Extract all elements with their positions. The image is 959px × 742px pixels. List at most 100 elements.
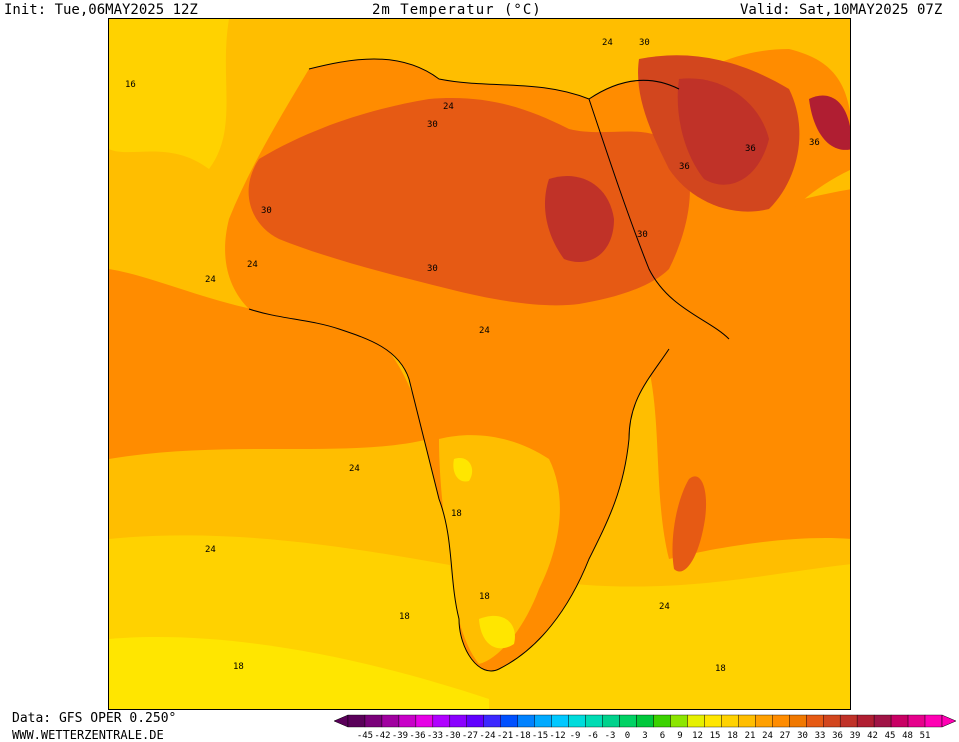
contour-label: 30 (637, 230, 648, 240)
color-scale-swatch (364, 714, 383, 728)
color-scale-swatch (585, 714, 603, 728)
color-scale-swatch (670, 714, 688, 728)
color-scale-swatch (568, 714, 586, 728)
color-scale-swatch (551, 714, 569, 728)
contour-label: 24 (349, 464, 360, 474)
coolest-band-south (109, 637, 489, 709)
color-scale-tick-label: -3 (604, 731, 616, 741)
warm-ocean-west (109, 269, 429, 459)
contour-label: 30 (427, 120, 438, 130)
color-scale-swatch (415, 714, 434, 728)
contour-label: 18 (399, 612, 410, 622)
color-scale-tick-label: 45 (884, 731, 896, 741)
color-scale-swatch (483, 714, 501, 728)
color-scale-tick-label: -18 (514, 731, 531, 741)
contour-label: 36 (679, 162, 690, 172)
color-scale-tick-label: 27 (779, 731, 791, 741)
color-scale-tick-label: -15 (531, 731, 549, 741)
color-scale-swatch (772, 714, 790, 728)
color-scale-tick-label: -36 (409, 731, 426, 741)
contour-label: 18 (715, 664, 726, 674)
contour-label: 24 (479, 326, 490, 336)
color-scale-swatches (334, 714, 956, 728)
color-scale-swatch (687, 714, 705, 728)
contour-label: 18 (451, 509, 462, 519)
valid-time-label: Valid: Sat,10MAY2025 07Z (740, 2, 943, 18)
contour-label: 36 (745, 144, 756, 154)
color-scale-tick-label: 39 (849, 731, 861, 741)
color-scale-swatch (704, 714, 722, 728)
color-scale-tick-label: -30 (444, 731, 461, 741)
color-scale-swatch (347, 714, 366, 728)
chart-title: 2m Temperatur (°C) (372, 2, 542, 18)
website-label: WWW.WETTERZENTRALE.DE (12, 728, 164, 742)
color-scale-tick-label: 24 (762, 731, 773, 741)
color-scale-swatch (839, 714, 858, 728)
color-scale-tick-label: 30 (797, 731, 808, 741)
contour-label: 24 (205, 275, 216, 285)
contour-label: 24 (443, 102, 454, 112)
cool-spot-south-africa (479, 615, 515, 649)
color-scale-swatch (602, 714, 620, 728)
color-scale-swatch (449, 714, 468, 728)
color-scale-swatch (789, 714, 807, 728)
contour-label: 18 (479, 592, 490, 602)
color-scale-tick-label: 9 (677, 731, 683, 741)
contour-labels: 16 24 30 24 30 24 24 30 24 30 36 36 36 3… (125, 38, 820, 674)
color-scale-tick-label: 15 (709, 731, 721, 741)
cool-spot-namibia (453, 458, 473, 482)
color-scale-swatch (398, 714, 417, 728)
color-scale-swatch (924, 714, 943, 728)
color-scale-tick-label: 48 (902, 731, 913, 741)
color-scale-tick-label: 12 (692, 731, 703, 741)
color-scale-swatch (873, 714, 892, 728)
color-scale-swatch (806, 714, 824, 728)
color-scale-arrow-low (334, 714, 349, 728)
hottest-region-sudan (544, 175, 614, 263)
color-scale-tick-label: 3 (642, 731, 648, 741)
contour-label: 24 (205, 545, 216, 555)
color-scale-swatch (636, 714, 654, 728)
color-scale-swatch (619, 714, 637, 728)
temperature-map-canvas: 16 24 30 24 30 24 24 30 24 30 36 36 36 3… (109, 19, 850, 709)
contour-label: 30 (261, 206, 272, 216)
color-scale-tick-label: 36 (832, 731, 843, 741)
color-scale-tick-label: -33 (426, 731, 444, 741)
color-scale-tick-label: -24 (479, 731, 496, 741)
hottest-region-persian-gulf (809, 95, 850, 150)
color-scale-tick-label: 6 (659, 731, 666, 741)
color-scale-tick-label: 42 (867, 731, 878, 741)
color-scale-swatch (738, 714, 756, 728)
temperature-map: 16 24 30 24 30 24 24 30 24 30 36 36 36 3… (108, 18, 851, 710)
color-scale-tick-label: -27 (461, 731, 479, 741)
contour-label: 36 (809, 138, 820, 148)
color-scale-tick-label: -45 (356, 731, 374, 741)
data-source-label: Data: GFS OPER 0.250° (12, 711, 177, 726)
init-time-label: Init: Tue,06MAY2025 12Z (4, 2, 198, 18)
color-scale-swatch (721, 714, 739, 728)
contour-label: 24 (247, 260, 258, 270)
color-scale-tick-label: 18 (727, 731, 738, 741)
contour-label: 30 (639, 38, 650, 48)
color-scale-swatch (653, 714, 671, 728)
madagascar (672, 476, 707, 572)
color-scale-swatch (823, 714, 841, 728)
color-scale-swatch (500, 714, 518, 728)
color-scale-swatch (755, 714, 773, 728)
cool-region-southern-africa (439, 435, 560, 664)
color-scale-swatch (856, 714, 875, 728)
color-scale-tick-label: 0 (624, 731, 631, 741)
color-scale-tick-label: -6 (587, 731, 598, 741)
contour-label: 18 (233, 662, 244, 672)
contour-label: 16 (125, 80, 136, 90)
color-scale-tick-label: -9 (569, 731, 581, 741)
color-scale-swatch (907, 714, 926, 728)
color-scale-swatch (432, 714, 451, 728)
color-scale-tick-label: 33 (814, 731, 826, 741)
color-scale-tick-label: -21 (496, 731, 514, 741)
contour-label: 30 (427, 264, 438, 274)
color-scale-arrow-high (941, 714, 956, 728)
hottest-region-arabia (677, 78, 769, 185)
color-scale-swatch (381, 714, 400, 728)
color-scale-tick-label: 21 (744, 731, 756, 741)
